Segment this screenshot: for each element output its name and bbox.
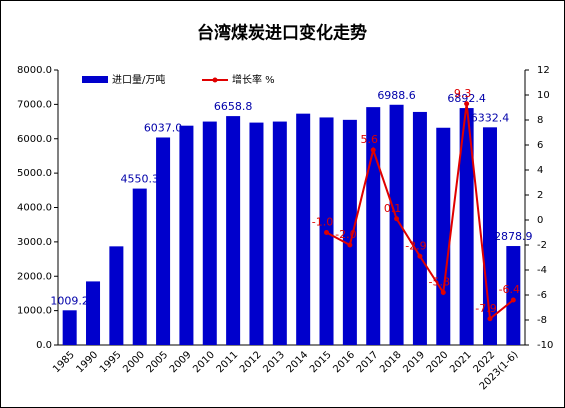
growth-value-label: -2.9 xyxy=(405,239,426,252)
bar xyxy=(202,121,217,345)
legend-label: 增长率 % xyxy=(232,73,275,86)
growth-value-label: -6.4 xyxy=(499,283,520,296)
growth-value-label: 0.1 xyxy=(384,202,402,215)
legend-label: 进口量/万吨 xyxy=(112,73,165,86)
y-tick-label: 1000.0 xyxy=(17,306,52,317)
y-tick-label: 2000.0 xyxy=(17,271,52,282)
y-tick-label: 8000.0 xyxy=(17,65,52,76)
bar-value-label: 1009.2 xyxy=(50,294,89,307)
y2-tick-label: 4 xyxy=(537,165,543,176)
y-tick-label: 4000.0 xyxy=(17,203,52,214)
y2-tick-label: -2 xyxy=(537,240,547,251)
y2-tick-label: -4 xyxy=(537,265,547,276)
growth-marker xyxy=(347,242,353,248)
growth-marker xyxy=(487,316,493,322)
y-tick-label: 5000.0 xyxy=(17,168,52,179)
bar xyxy=(459,108,474,345)
growth-value-label: 5.6 xyxy=(360,133,378,146)
bar-value-label: 6988.6 xyxy=(377,89,416,102)
y-tick-label: 6000.0 xyxy=(17,134,52,145)
bar xyxy=(272,121,287,345)
legend-swatch xyxy=(82,76,108,83)
bar xyxy=(249,122,264,345)
bar xyxy=(506,246,521,345)
bar xyxy=(389,104,404,345)
growth-value-label: -2.0 xyxy=(335,228,356,241)
bar xyxy=(412,111,427,345)
bar xyxy=(436,127,451,345)
growth-marker xyxy=(464,101,470,107)
bar xyxy=(86,281,101,345)
y2-tick-label: 2 xyxy=(537,190,543,201)
chart-title: 台湾煤炭进口变化走势 xyxy=(197,23,367,44)
bar xyxy=(156,137,171,345)
bar xyxy=(179,125,194,345)
bar xyxy=(132,188,147,345)
growth-marker xyxy=(394,216,400,222)
y2-tick-label: 12 xyxy=(537,65,550,76)
growth-value-label: -7.9 xyxy=(475,302,496,315)
y2-tick-label: 8 xyxy=(537,115,543,126)
bar xyxy=(342,119,357,345)
bar xyxy=(296,113,311,345)
growth-marker xyxy=(417,253,423,259)
legend-swatch xyxy=(212,77,218,83)
y-tick-label: 7000.0 xyxy=(17,99,52,110)
growth-marker xyxy=(370,147,376,153)
bar-value-label: 4550.3 xyxy=(120,173,159,186)
y2-tick-label: 10 xyxy=(537,90,550,101)
y2-tick-label: 6 xyxy=(537,140,543,151)
y2-tick-label: 0 xyxy=(537,215,543,226)
bar xyxy=(226,116,241,345)
bar xyxy=(109,246,124,345)
growth-marker xyxy=(510,297,516,303)
y2-tick-label: -6 xyxy=(537,290,547,301)
bar-value-label: 6332.4 xyxy=(471,111,510,124)
y-tick-label: 0.0 xyxy=(36,340,52,351)
bar xyxy=(62,310,77,345)
bar-value-label: 6892.4 xyxy=(447,92,486,105)
y-tick-label: 3000.0 xyxy=(17,237,52,248)
growth-marker xyxy=(324,230,330,235)
growth-value-label: -5.8 xyxy=(429,276,450,289)
growth-marker xyxy=(440,290,446,295)
bar-value-label: 2878.9 xyxy=(494,230,533,243)
growth-value-label: -1.0 xyxy=(312,216,333,229)
bar-value-label: 6658.8 xyxy=(214,100,253,113)
bar-value-label: 6037.0 xyxy=(144,121,183,134)
y2-tick-label: -8 xyxy=(537,315,547,326)
growth-value-label: 9.3 xyxy=(454,87,472,100)
y2-tick-label: -10 xyxy=(537,340,553,351)
